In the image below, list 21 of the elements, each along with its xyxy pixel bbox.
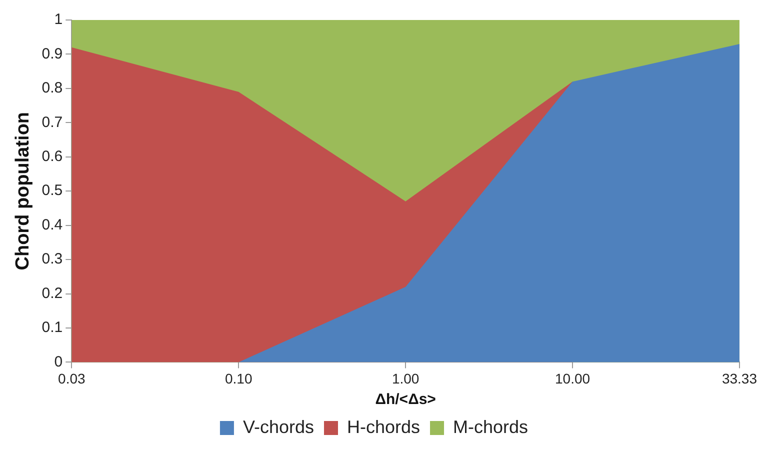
y-tick-label: 0.9 [42, 45, 63, 62]
x-tick-label: 10.00 [555, 370, 590, 386]
y-tick-label: 0 [54, 353, 63, 370]
y-tick-label: 0.3 [42, 250, 63, 268]
y-tick-label: 1 [54, 11, 63, 28]
legend-label: V-chords [242, 416, 314, 437]
x-tick-label: 0.10 [224, 370, 252, 386]
y-tick-label: 0.2 [42, 284, 63, 302]
y-tick-label: 0.5 [42, 182, 63, 200]
x-tick-label: 1.00 [392, 370, 420, 386]
legend-label: M-chords [453, 416, 528, 437]
x-axis-title: Δh/<Δs> [375, 391, 436, 408]
legend-label: H-chords [347, 416, 420, 437]
y-tick-label: 0.8 [42, 80, 63, 97]
y-tick-label: 0.4 [42, 216, 63, 234]
x-tick-label: 33.33 [722, 370, 758, 386]
y-tick-label: 0.7 [42, 114, 63, 131]
y-axis-title: Chord population [12, 112, 34, 270]
y-tick-label: 0.1 [42, 319, 63, 336]
x-tick-label: 0.03 [58, 370, 86, 386]
y-tick-label: 0.6 [42, 148, 63, 166]
